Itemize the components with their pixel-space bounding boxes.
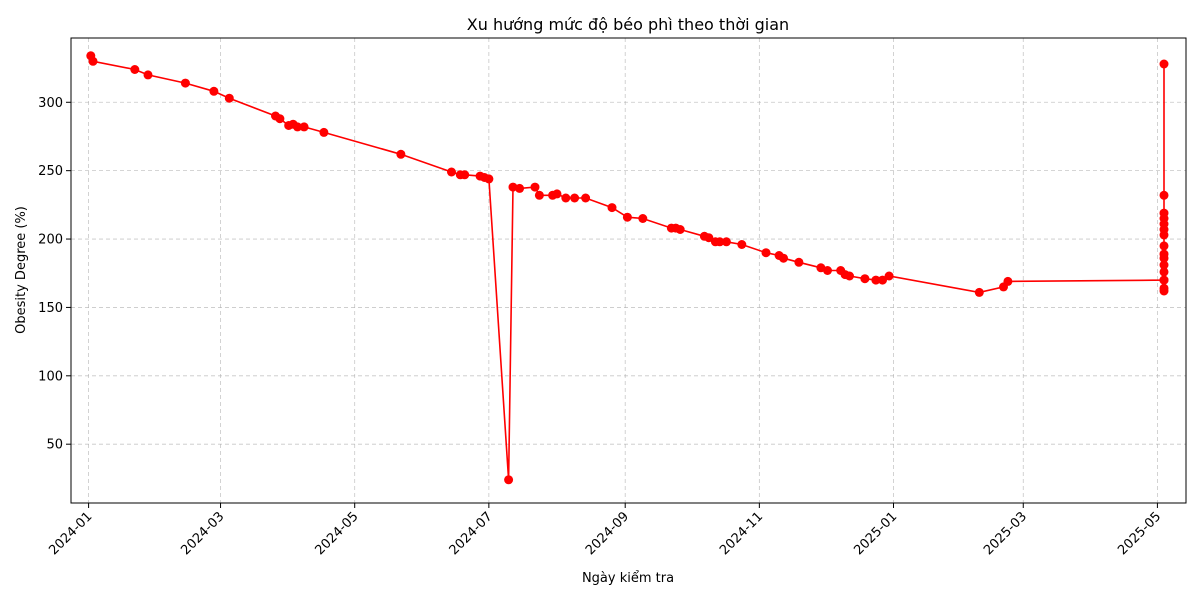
data-point bbox=[581, 193, 591, 203]
x-tick-label: 2024-05 bbox=[313, 509, 362, 558]
data-point bbox=[1159, 275, 1169, 285]
data-point bbox=[143, 70, 153, 80]
data-point bbox=[1003, 276, 1013, 286]
x-tick-label: 2024-11 bbox=[717, 509, 766, 558]
data-point bbox=[884, 271, 894, 281]
y-tick-label: 300 bbox=[38, 96, 63, 111]
data-point bbox=[504, 475, 514, 485]
x-tick-label: 2024-01 bbox=[46, 509, 95, 558]
x-axis-ticks: 2024-01 2024-03 2024-05 2024-07 2024-09 2024-… bbox=[46, 503, 1164, 558]
data-point bbox=[1159, 260, 1169, 270]
data-point bbox=[209, 86, 219, 96]
data-point bbox=[447, 167, 456, 177]
data-point bbox=[1159, 267, 1169, 277]
data-point bbox=[761, 248, 771, 258]
data-point bbox=[638, 214, 648, 223]
plot-area-frame bbox=[70, 37, 1187, 504]
data-point bbox=[779, 253, 788, 263]
data-point bbox=[180, 78, 190, 88]
data-point bbox=[299, 122, 309, 132]
gridlines bbox=[71, 38, 1186, 503]
series-line bbox=[90, 55, 1165, 480]
y-axis-ticks: 50 100 150 200 250 300 bbox=[38, 96, 71, 453]
chart-title: Xu hướng mức độ béo phì theo thời gian bbox=[467, 15, 789, 34]
x-tick-label: 2024-09 bbox=[583, 509, 632, 558]
data-point bbox=[715, 237, 725, 247]
y-tick-label: 50 bbox=[46, 438, 63, 453]
data-point bbox=[823, 266, 832, 275]
y-tick-label: 250 bbox=[38, 164, 63, 179]
data-point bbox=[319, 127, 329, 137]
data-point bbox=[224, 93, 234, 103]
data-point bbox=[1159, 241, 1169, 251]
data-point bbox=[704, 233, 714, 243]
data-point bbox=[878, 275, 887, 285]
data-point bbox=[484, 174, 494, 184]
data-point bbox=[534, 190, 544, 200]
data-point bbox=[622, 212, 632, 222]
data-point bbox=[515, 183, 525, 193]
data-point bbox=[530, 182, 540, 192]
data-point bbox=[871, 275, 881, 285]
data-point bbox=[860, 274, 870, 284]
x-tick-label: 2024-07 bbox=[447, 509, 496, 558]
data-points bbox=[86, 51, 1169, 485]
data-point bbox=[1159, 286, 1169, 296]
data-point bbox=[88, 56, 98, 66]
x-tick-label: 2025-05 bbox=[1115, 509, 1164, 558]
data-point bbox=[1159, 253, 1169, 263]
data-point bbox=[607, 203, 617, 213]
data-point bbox=[396, 149, 406, 159]
y-tick-label: 100 bbox=[38, 369, 63, 384]
x-tick-label: 2024-03 bbox=[178, 509, 227, 558]
x-tick-label: 2025-03 bbox=[981, 509, 1030, 558]
data-point bbox=[974, 287, 984, 297]
data-point bbox=[130, 65, 140, 74]
data-point bbox=[561, 193, 571, 203]
data-point bbox=[675, 225, 685, 234]
data-point bbox=[460, 170, 470, 180]
data-point bbox=[275, 114, 285, 124]
data-point bbox=[552, 189, 562, 199]
data-point bbox=[845, 271, 854, 281]
data-point bbox=[721, 237, 731, 247]
y-tick-label: 200 bbox=[38, 233, 63, 248]
x-tick-label: 2025-01 bbox=[851, 509, 900, 558]
data-point bbox=[570, 193, 580, 203]
data-point bbox=[1159, 230, 1169, 240]
data-point bbox=[1159, 190, 1169, 200]
data-point bbox=[737, 240, 747, 249]
data-point bbox=[293, 122, 302, 132]
y-axis-label: Obesity Degree (%) bbox=[14, 206, 29, 334]
data-point bbox=[1159, 59, 1169, 69]
x-axis-label: Ngày kiểm tra bbox=[582, 571, 674, 586]
data-point bbox=[794, 257, 804, 267]
y-tick-label: 150 bbox=[38, 301, 63, 316]
series-line-group bbox=[90, 55, 1165, 480]
